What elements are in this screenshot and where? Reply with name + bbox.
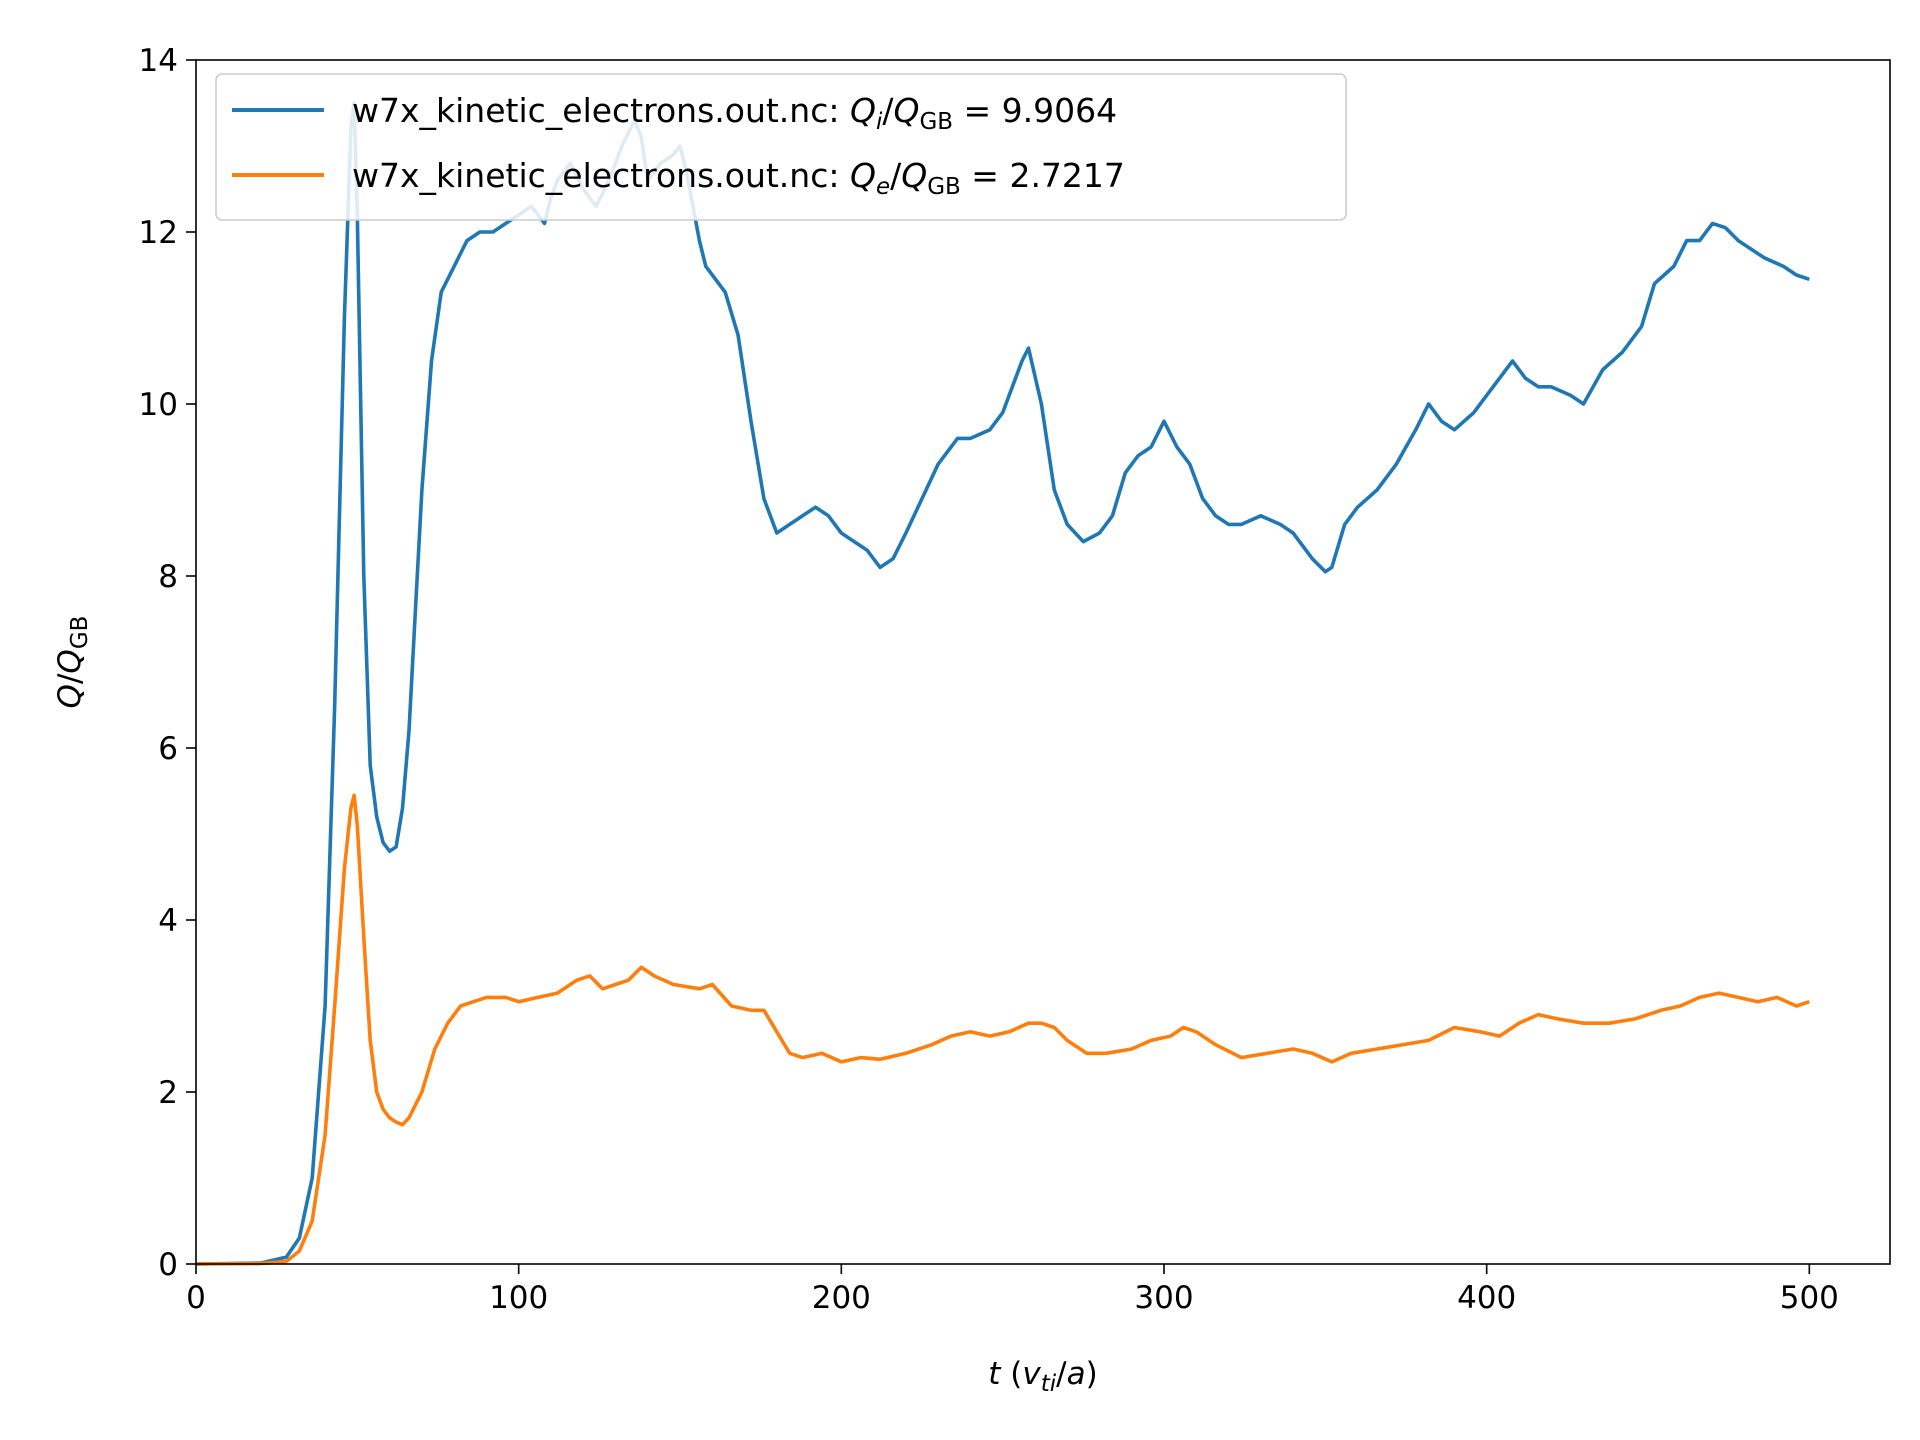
- x-tick-label: 200: [812, 1280, 871, 1316]
- y-tick-label: 12: [139, 215, 178, 251]
- legend: w7x_kinetic_electrons.out.nc: Qi/QGB = 9…: [215, 73, 1347, 221]
- x-tick-label: 500: [1780, 1280, 1839, 1316]
- y-tick-label: 10: [139, 387, 178, 423]
- x-axis-ticks: 0 100 200 300 400 500: [186, 1264, 1839, 1316]
- x-tick-label: 300: [1134, 1280, 1193, 1316]
- x-tick-label: 0: [186, 1280, 206, 1316]
- series-layer: [195, 101, 1810, 1266]
- y-tick-label: 0: [158, 1247, 178, 1283]
- legend-box: [215, 73, 1347, 221]
- x-axis-label: t (vti/a): [988, 1356, 1097, 1397]
- y-tick-label: 2: [158, 1075, 178, 1111]
- plot-frame: [195, 59, 1891, 1265]
- y-axis-ticks: 0 2 4 6 8 10 12 14: [139, 43, 196, 1283]
- series-line-electron-heat-flux: [195, 793, 1810, 1266]
- x-tick-label: 400: [1457, 1280, 1516, 1316]
- x-tick-label: 100: [489, 1280, 548, 1316]
- series-line-ion-heat-flux: [195, 101, 1810, 1266]
- y-tick-label: 8: [158, 559, 178, 595]
- y-tick-label: 4: [158, 903, 178, 939]
- y-axis-label: Q/QGB: [52, 616, 93, 709]
- y-tick-label: 6: [158, 731, 178, 767]
- legend-entry-ion: w7x_kinetic_electrons.out.nc: Qi/QGB = 9…: [352, 91, 1117, 135]
- y-tick-label: 14: [139, 43, 178, 79]
- legend-entry-electron: w7x_kinetic_electrons.out.nc: Qe/QGB = 2…: [352, 156, 1125, 200]
- plot-background: [196, 60, 1890, 1264]
